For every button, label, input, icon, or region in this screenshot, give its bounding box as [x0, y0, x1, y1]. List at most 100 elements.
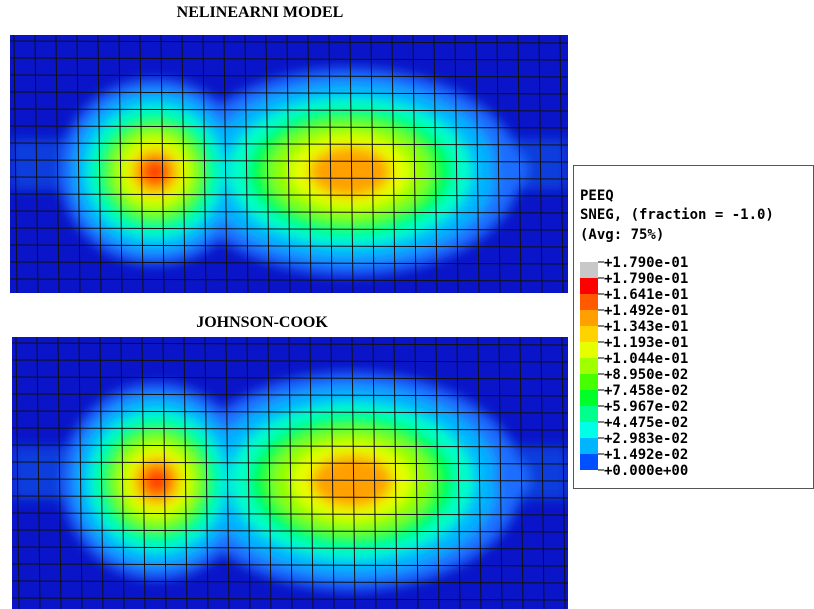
legend-swatch — [580, 278, 598, 294]
legend-subtitle: SNEG, (fraction = -1.0) — [580, 207, 774, 223]
legend-label: +2.983e-02 — [604, 431, 688, 447]
mesh-line — [204, 337, 209, 609]
mesh-line — [118, 35, 123, 293]
mesh-line — [10, 125, 568, 129]
legend-swatch — [580, 438, 598, 454]
mesh-line — [162, 337, 167, 609]
mesh-line — [12, 512, 568, 516]
mesh-line — [55, 35, 60, 293]
mesh-line — [433, 35, 438, 293]
panel-title: NELINEARNI MODEL — [177, 4, 344, 21]
mesh-line — [370, 35, 375, 293]
legend-label: +1.790e-01 — [604, 271, 688, 287]
mesh-line — [10, 74, 568, 78]
mesh-line — [120, 337, 125, 609]
mesh-line — [412, 35, 417, 293]
legend-label: +1.044e-01 — [604, 351, 688, 367]
mesh-line — [540, 337, 545, 609]
mesh-line — [12, 529, 568, 533]
legend-swatch — [580, 358, 598, 374]
legend-swatch — [580, 262, 598, 278]
legend-swatch — [580, 310, 598, 326]
legend-label: +0.000e+00 — [604, 463, 688, 479]
legend-label: +1.790e-01 — [604, 255, 688, 271]
mesh-line — [10, 176, 568, 180]
contour — [143, 467, 171, 495]
mesh-line — [12, 461, 568, 465]
mesh-line — [183, 337, 188, 609]
mesh-line — [12, 342, 568, 346]
mesh-line — [435, 337, 440, 609]
mesh-line — [10, 108, 568, 112]
mesh-line — [538, 35, 543, 293]
mesh-line — [97, 35, 102, 293]
mesh-line — [78, 337, 83, 609]
legend-label: +1.641e-01 — [604, 287, 688, 303]
mesh-line — [99, 337, 104, 609]
legend-swatch — [580, 406, 598, 422]
mesh-line — [223, 35, 228, 293]
legend-swatch — [580, 342, 598, 358]
contour-plot — [10, 35, 568, 293]
mesh-line — [12, 546, 568, 550]
mesh-line — [517, 35, 522, 293]
mesh-line — [76, 35, 81, 293]
mesh-line — [139, 35, 144, 293]
mesh-line — [328, 35, 333, 293]
legend-swatch — [580, 390, 598, 406]
mesh-line — [391, 35, 396, 293]
mesh-line — [456, 337, 461, 609]
mesh-line — [498, 337, 503, 609]
legend-label: +1.492e-02 — [604, 447, 688, 463]
panel-title: JOHNSON-COOK — [196, 314, 328, 331]
legend-swatch — [580, 454, 598, 470]
mesh-line — [10, 142, 568, 146]
mesh-line — [309, 337, 314, 609]
mesh-line — [286, 35, 291, 293]
mesh-line — [12, 478, 568, 482]
legend-label: +1.193e-01 — [604, 335, 688, 351]
mesh-line — [496, 35, 501, 293]
legend-label: +4.475e-02 — [604, 415, 688, 431]
mesh-line — [12, 563, 568, 567]
mesh-line — [244, 35, 249, 293]
legend-scale: +1.790e-01+1.790e-01+1.641e-01+1.492e-01… — [580, 255, 688, 479]
mesh-line — [372, 337, 377, 609]
tip — [494, 458, 530, 499]
mesh-line — [288, 337, 293, 609]
legend-label: +7.458e-02 — [604, 383, 688, 399]
mesh-line — [160, 35, 165, 293]
mesh-line — [519, 337, 524, 609]
mesh-line — [12, 359, 568, 363]
mesh-line — [477, 337, 482, 609]
mesh-line — [12, 580, 568, 584]
legend-swatch — [580, 326, 598, 342]
legend-swatch — [580, 422, 598, 438]
mesh-line — [393, 337, 398, 609]
tip — [492, 149, 528, 190]
mesh-line — [12, 444, 568, 448]
mesh-line — [141, 337, 146, 609]
mesh-line — [202, 35, 207, 293]
mesh-line — [10, 210, 568, 214]
mesh-line — [265, 35, 270, 293]
mesh-line — [12, 410, 568, 414]
contour-plot — [12, 337, 568, 609]
mesh-line — [10, 278, 568, 282]
contour — [309, 146, 391, 197]
contour — [311, 455, 393, 508]
mesh-line — [267, 337, 272, 609]
legend-swatch — [580, 294, 598, 310]
legend-label: +8.950e-02 — [604, 367, 688, 383]
mesh-line — [454, 35, 459, 293]
mesh-line — [10, 40, 568, 44]
mesh-line — [225, 337, 230, 609]
mesh-line — [12, 495, 568, 499]
legend-average: (Avg: 75%) — [580, 227, 664, 243]
mesh-line — [559, 35, 564, 293]
mesh-line — [10, 159, 568, 163]
mesh-line — [10, 261, 568, 265]
mesh-line — [10, 227, 568, 231]
mesh-line — [10, 91, 568, 95]
mesh-line — [349, 35, 354, 293]
